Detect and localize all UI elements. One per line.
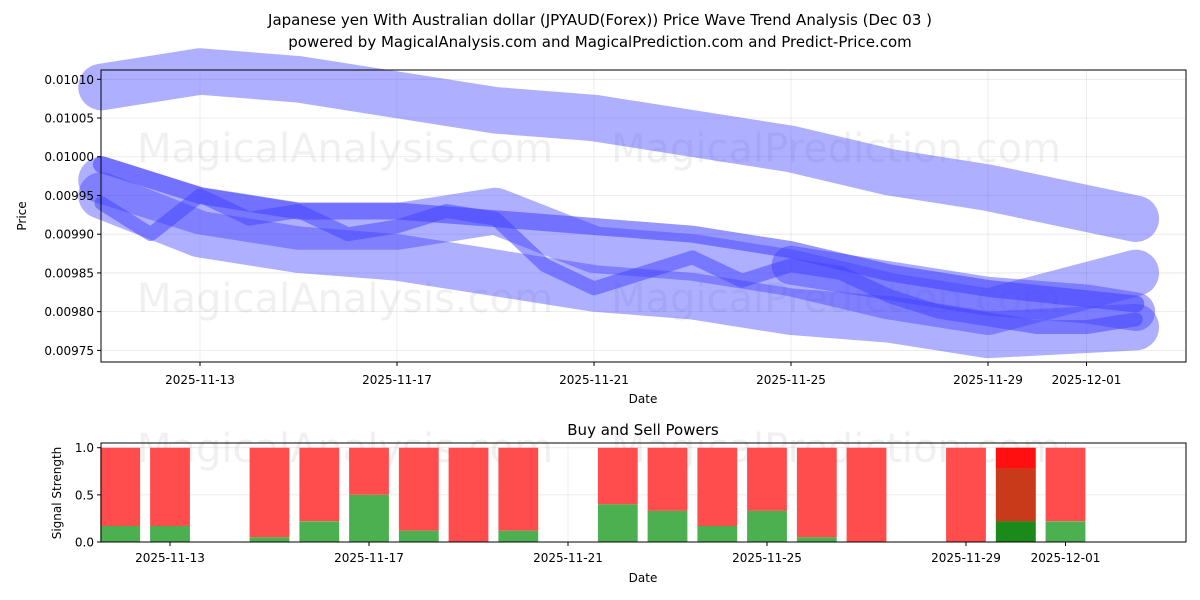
signal-y-label: Signal Strength bbox=[50, 447, 64, 540]
price-band-price-path bbox=[94, 188, 1143, 335]
figure-title-line2: powered by MagicalAnalysis.com and Magic… bbox=[288, 33, 912, 51]
signal-chart: Buy and Sell Powers MagicalAnalysis.com … bbox=[50, 421, 1187, 585]
price-band-upper-wave bbox=[78, 48, 1160, 242]
sell-bar bbox=[597, 447, 638, 505]
signal-plot-frame bbox=[100, 442, 1187, 543]
sell-bar bbox=[747, 447, 787, 511]
buy-bar bbox=[796, 537, 837, 542]
sell-bar bbox=[946, 447, 986, 542]
price-y-tick-label: 0.00995 bbox=[44, 189, 94, 203]
signal-y-tick-label: 0.0 bbox=[75, 536, 94, 550]
signal-y-ticks: 0.0 0.5 1.0 bbox=[75, 441, 101, 550]
buy-bar bbox=[597, 504, 638, 542]
buy-bar bbox=[299, 521, 340, 542]
price-y-tick-label: 0.00980 bbox=[44, 305, 94, 319]
signal-bars bbox=[100, 447, 1086, 542]
sell-bar bbox=[1045, 447, 1086, 522]
buy-bar bbox=[647, 510, 688, 542]
price-x-tick-label: 2025-11-25 bbox=[756, 373, 826, 387]
watermark-prediction-top: MagicalPrediction.com bbox=[611, 126, 1061, 172]
sell-bar bbox=[100, 447, 141, 526]
sell-bar bbox=[796, 447, 837, 538]
signal-x-label: Date bbox=[629, 571, 658, 585]
signal-x-tick-label: 2025-11-17 bbox=[334, 551, 404, 565]
buy-bar bbox=[1045, 521, 1086, 542]
signal-x-tick-label: 2025-12-01 bbox=[1031, 551, 1101, 565]
buy-bar bbox=[150, 526, 190, 542]
sell-bar bbox=[697, 447, 738, 526]
sell-bar bbox=[647, 447, 688, 511]
buy-bar bbox=[398, 530, 439, 542]
sell-bar bbox=[398, 447, 439, 531]
buy-bar bbox=[498, 530, 539, 542]
watermark-analysis-bottom: MagicalAnalysis.com bbox=[137, 426, 553, 472]
price-y-ticks: 0.00975 0.00980 0.00985 0.00990 0.00995 0.010… bbox=[44, 73, 101, 358]
buy-bar bbox=[747, 510, 787, 542]
sell-bar bbox=[846, 447, 887, 542]
sell-bar bbox=[299, 447, 340, 522]
figure-title-line1: Japanese yen With Australian dollar (JPY… bbox=[267, 11, 932, 29]
signal-chart-title: Buy and Sell Powers bbox=[567, 421, 719, 439]
signal-x-tick-label: 2025-11-21 bbox=[533, 551, 603, 565]
price-y-label: Price bbox=[15, 201, 29, 230]
price-x-ticks: 2025-11-13 2025-11-17 2025-11-21 2025-11-25… bbox=[165, 362, 1121, 387]
sell-bar bbox=[349, 447, 389, 495]
price-x-tick-label: 2025-11-17 bbox=[362, 373, 432, 387]
signal-x-tick-label: 2025-11-25 bbox=[732, 551, 802, 565]
buy-bar-strong bbox=[995, 521, 1036, 542]
price-chart: MagicalAnalysis.com MagicalPrediction.co… bbox=[15, 48, 1187, 406]
price-y-tick-label: 0.01000 bbox=[44, 150, 94, 164]
price-plot-frame bbox=[100, 69, 1187, 363]
signal-x-ticks: 2025-11-13 2025-11-17 2025-11-21 2025-11-25… bbox=[135, 542, 1100, 565]
watermark-analysis-top: MagicalAnalysis.com bbox=[137, 126, 553, 172]
price-y-tick-label: 0.01005 bbox=[44, 112, 94, 126]
price-bands bbox=[78, 48, 1160, 359]
buy-bar bbox=[100, 526, 141, 542]
sell-bar-strong bbox=[995, 447, 1036, 469]
watermark-analysis-mid: MagicalAnalysis.com bbox=[137, 276, 553, 322]
signal-y-tick-label: 1.0 bbox=[75, 441, 94, 455]
price-y-tick-label: 0.01010 bbox=[44, 73, 94, 87]
buy-bar bbox=[249, 537, 290, 542]
price-x-label: Date bbox=[629, 392, 658, 406]
price-y-tick-label: 0.00990 bbox=[44, 228, 94, 242]
price-band-end-bulge bbox=[771, 245, 1156, 332]
mixed-bar bbox=[995, 468, 1036, 522]
signal-x-tick-label: 2025-11-29 bbox=[931, 551, 1001, 565]
price-y-tick-label: 0.00985 bbox=[44, 266, 94, 280]
price-band-upper-trend bbox=[93, 156, 1145, 313]
signal-x-tick-label: 2025-11-13 bbox=[135, 551, 205, 565]
price-y-tick-label: 0.00975 bbox=[44, 344, 94, 358]
buy-bar bbox=[349, 494, 389, 542]
price-x-tick-label: 2025-11-21 bbox=[559, 373, 629, 387]
sell-bar bbox=[498, 447, 539, 531]
price-x-tick-label: 2025-11-13 bbox=[165, 373, 235, 387]
price-x-tick-label: 2025-11-29 bbox=[953, 373, 1023, 387]
sell-bar bbox=[448, 447, 489, 542]
price-x-tick-label: 2025-12-01 bbox=[1052, 373, 1122, 387]
sell-bar bbox=[249, 447, 290, 538]
sell-bar bbox=[150, 447, 190, 526]
signal-y-tick-label: 0.5 bbox=[75, 488, 94, 502]
buy-bar bbox=[697, 526, 738, 542]
